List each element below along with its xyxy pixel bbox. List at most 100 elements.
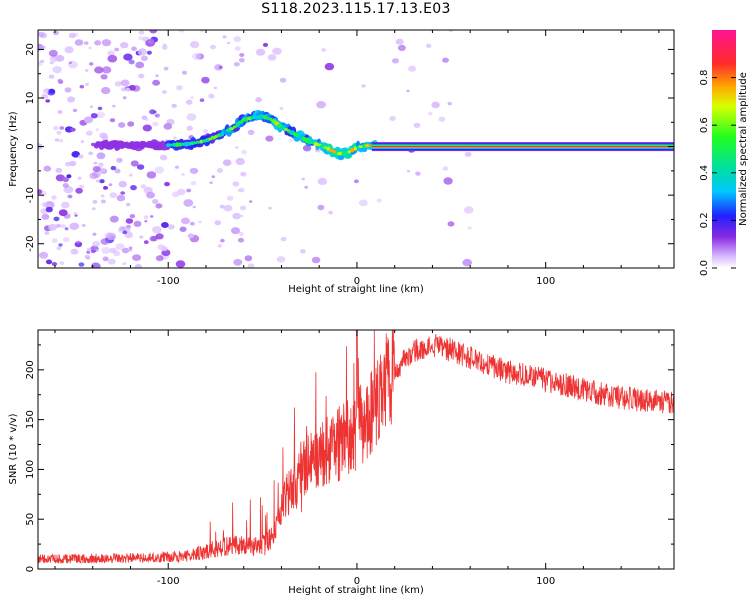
spectrogram-noise-blob bbox=[130, 160, 139, 167]
spectrogram-ytick-label: -10 bbox=[25, 187, 36, 203]
spectrogram-noise-blob bbox=[395, 38, 404, 45]
spectrogram-noise-blob bbox=[155, 74, 159, 77]
spectrogram-noise-blob bbox=[116, 157, 123, 163]
spectrogram-noise-blob bbox=[235, 146, 239, 149]
spectrogram-noise-blob bbox=[48, 223, 57, 231]
spectrogram-noise-blob bbox=[102, 256, 109, 262]
spectrogram-noise-blob bbox=[247, 129, 255, 135]
spectrogram-noise-blob bbox=[211, 175, 216, 179]
spectrogram-noise-blob bbox=[93, 161, 98, 165]
spectrogram-noise-blob bbox=[109, 215, 119, 223]
spectrogram-noise-blob bbox=[96, 111, 106, 119]
spectrogram-noise-blob bbox=[88, 151, 94, 156]
spectrogram-noise-blob bbox=[131, 85, 141, 92]
spectrogram-noise-blob bbox=[38, 251, 48, 259]
snr-frame bbox=[37, 329, 675, 570]
spectrogram-noise-blob bbox=[161, 222, 169, 228]
spectrogram-noise-blob bbox=[172, 136, 177, 140]
spectrogram-noise-blob bbox=[262, 42, 269, 47]
spectrogram-noise-blob bbox=[302, 145, 312, 152]
spectrogram-noise-blob bbox=[77, 176, 82, 180]
spectrogram-noise-blob bbox=[413, 122, 421, 128]
spectrogram-noise-blob bbox=[214, 220, 222, 226]
spectrogram-noise-blob bbox=[98, 162, 104, 167]
spectrogram-noise-blob bbox=[159, 154, 168, 161]
spectrogram-noise-blob bbox=[134, 263, 142, 268]
snr-ylabel: SNR (10 * v/v) bbox=[8, 413, 19, 484]
spectrogram-xtick-label: -100 bbox=[157, 276, 180, 287]
spectrogram-noise-blob bbox=[101, 247, 111, 254]
spectrogram-noise-blob bbox=[464, 151, 472, 157]
spectrogram-noise-blob bbox=[442, 57, 449, 63]
spectrogram-noise-blob bbox=[94, 66, 104, 74]
spectrogram-noise-blob bbox=[120, 87, 127, 92]
spectrogram-noise-blob bbox=[135, 61, 145, 69]
spectrogram-noise-blob bbox=[353, 179, 359, 184]
spectrogram-noise-blob bbox=[171, 191, 180, 198]
spectrogram-noise-blob bbox=[232, 181, 240, 187]
spectrogram-noise-blob bbox=[231, 227, 240, 235]
spectrogram-noise-blob bbox=[406, 170, 410, 173]
spectrogram-ridge-core bbox=[347, 150, 352, 154]
spectrogram-noise-blob bbox=[125, 87, 131, 92]
spectrogram-noise-blob bbox=[107, 54, 118, 63]
spectrogram-noise-blob bbox=[62, 183, 69, 188]
spectrogram-noise-blob bbox=[101, 39, 112, 47]
spectrogram-noise-blob bbox=[174, 165, 180, 169]
spectrogram-noise-blob bbox=[96, 152, 106, 160]
spectrogram-noise-blob bbox=[100, 194, 105, 198]
spectrogram-noise-blob bbox=[89, 105, 94, 108]
spectrogram-noise-blob bbox=[216, 168, 223, 173]
spectrogram-noise-blob bbox=[107, 258, 116, 265]
spectrogram-noise-blob bbox=[41, 213, 50, 220]
spectrogram-noise-blob bbox=[238, 187, 245, 193]
spectrogram-noise-blob bbox=[102, 66, 112, 74]
spectrogram-noise-blob bbox=[467, 226, 472, 230]
spectrogram-noise-blob bbox=[103, 186, 108, 190]
spectrogram-noise-blob bbox=[181, 217, 190, 225]
spectrogram-ridge-core bbox=[232, 125, 237, 129]
spectrogram-noise-blob bbox=[164, 181, 170, 187]
spectrogram-noise-blob bbox=[100, 199, 106, 204]
spectrogram-noise-blob bbox=[128, 173, 133, 177]
spectrogram-noise-blob bbox=[51, 238, 58, 243]
spectrogram-noise-blob bbox=[122, 262, 127, 265]
spectrogram-noise-blob bbox=[255, 48, 266, 56]
spectrogram-noise-blob bbox=[64, 46, 74, 54]
spectrogram-noise-blob bbox=[143, 240, 149, 245]
spectrogram-noise-blob bbox=[183, 199, 194, 207]
spectrogram-noise-blob bbox=[201, 76, 210, 84]
spectrogram-noise-blob bbox=[77, 154, 84, 159]
spectrogram-noise-blob bbox=[442, 166, 449, 171]
spectrogram-noise-blob bbox=[192, 205, 196, 209]
spectrogram-noise-blob bbox=[85, 82, 89, 86]
spectrogram-noise-blob bbox=[178, 30, 185, 33]
spectrogram-noise-blob bbox=[43, 165, 52, 172]
spectrogram-noise-blob bbox=[149, 109, 156, 115]
spectrogram-noise-blob bbox=[54, 138, 60, 142]
spectrogram-noise-blob bbox=[123, 53, 133, 61]
spectrogram-noise-blob bbox=[317, 204, 325, 211]
spectrogram-noise-blob bbox=[240, 171, 247, 177]
spectrogram-noise-blob bbox=[59, 126, 65, 130]
spectrogram-noise-blob bbox=[222, 35, 227, 39]
spectrogram-noise-blob bbox=[132, 254, 142, 261]
spectrogram-noise-blob bbox=[58, 209, 68, 217]
snr-panel: -100 0 100 0 50 100 150 200 Height of straight … bbox=[8, 329, 675, 596]
spectrogram-noise-blob bbox=[316, 101, 326, 109]
spectrogram-noise-blob bbox=[120, 42, 129, 49]
spectrogram-noise-blob bbox=[185, 99, 193, 105]
spectrogram-noise-blob bbox=[128, 59, 135, 65]
spectrogram-xlabel: Height of straight line (km) bbox=[288, 284, 424, 295]
spectrogram-noise-blob bbox=[146, 191, 155, 199]
spectrogram-noise-blob bbox=[152, 199, 159, 204]
spectrogram-noise-blob bbox=[128, 248, 133, 252]
spectrogram-noise-blob bbox=[84, 254, 91, 260]
spectrogram-noise-blob bbox=[48, 49, 58, 57]
spectrogram-noise-blob bbox=[68, 61, 72, 64]
spectrogram-noise-blob bbox=[219, 204, 225, 209]
spectrogram-noise-blob bbox=[64, 227, 69, 231]
spectrogram-noise-blob bbox=[447, 221, 455, 227]
spectrogram-ridge-core bbox=[329, 148, 334, 153]
spectrogram-noise-blob bbox=[199, 98, 205, 102]
